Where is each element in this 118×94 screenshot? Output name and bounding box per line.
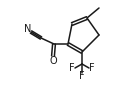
Text: O: O [49,56,57,66]
Text: F: F [69,63,75,73]
Text: F: F [79,71,85,81]
Text: F: F [89,63,95,73]
Text: N: N [24,24,31,34]
